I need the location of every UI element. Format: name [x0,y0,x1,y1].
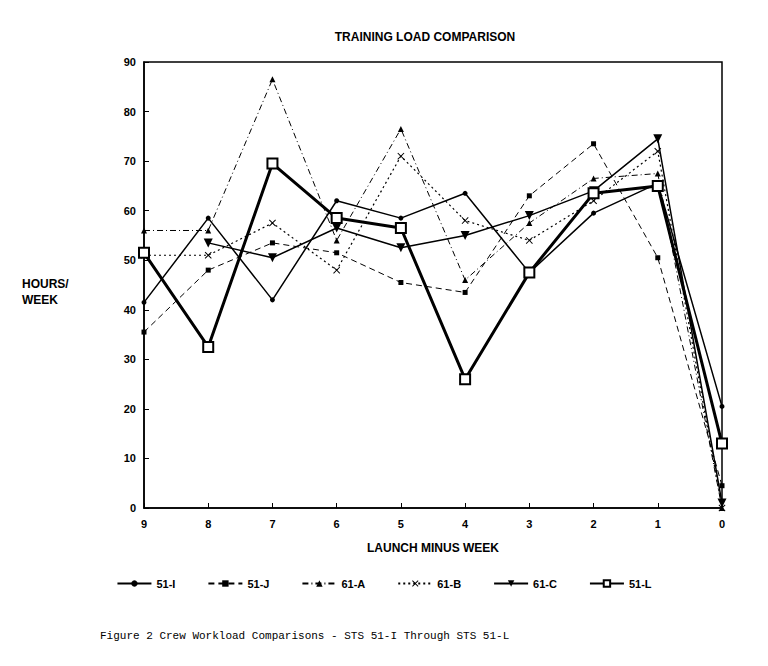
svg-text:90: 90 [124,56,136,68]
svg-text:20: 20 [124,403,136,415]
svg-text:3: 3 [526,518,532,530]
svg-text:TRAINING LOAD COMPARISON: TRAINING LOAD COMPARISON [335,30,515,44]
svg-text:50: 50 [124,254,136,266]
svg-text:WEEK: WEEK [22,293,58,307]
svg-text:61-C: 61-C [533,578,557,590]
svg-text:6: 6 [334,518,340,530]
svg-text:LAUNCH MINUS WEEK: LAUNCH MINUS WEEK [367,541,499,555]
svg-text:Figure 2 Crew Workload Compari: Figure 2 Crew Workload Comparisons - STS… [100,630,509,642]
svg-text:9: 9 [141,518,147,530]
svg-text:30: 30 [124,353,136,365]
svg-text:60: 60 [124,205,136,217]
svg-text:1: 1 [655,518,661,530]
svg-text:51-L: 51-L [629,578,652,590]
svg-text:HOURS/: HOURS/ [22,277,69,291]
svg-text:2: 2 [590,518,596,530]
svg-text:61-B: 61-B [437,578,461,590]
svg-text:51-I: 51-I [156,578,175,590]
svg-text:0: 0 [130,502,136,514]
svg-text:4: 4 [462,518,469,530]
svg-text:0: 0 [719,518,725,530]
svg-text:70: 70 [124,155,136,167]
svg-text:5: 5 [398,518,404,530]
svg-text:7: 7 [269,518,275,530]
svg-text:40: 40 [124,304,136,316]
svg-text:61-A: 61-A [341,578,365,590]
svg-text:51-J: 51-J [247,578,269,590]
svg-text:80: 80 [124,106,136,118]
svg-text:8: 8 [205,518,211,530]
svg-text:10: 10 [124,452,136,464]
